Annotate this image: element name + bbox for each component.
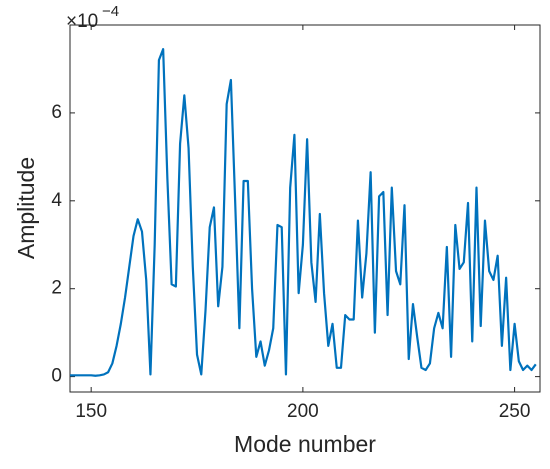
x-axis-label: Mode number [234,431,376,457]
y-axis-label: Amplitude [13,157,39,259]
y-exponent: −4 [102,3,119,20]
data-line [70,48,537,377]
y-tick-label: 4 [51,190,62,211]
y-tick-label: 6 [51,102,62,123]
x-tick-label: 200 [287,401,319,422]
plot-box [69,24,541,393]
y-tick-label: 0 [51,366,62,387]
x-tick-label: 250 [499,401,531,422]
x-tick-label: 150 [75,401,107,422]
y-tick-label: 2 [51,278,62,299]
y-multiplier: ×10 [66,11,98,32]
